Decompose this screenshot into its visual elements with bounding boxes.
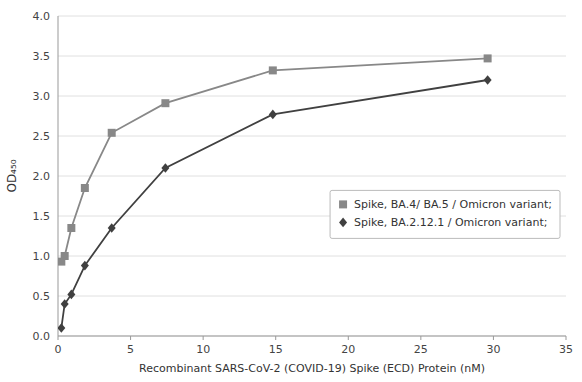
data-point: [108, 129, 116, 137]
y-tick-label: 3.5: [33, 50, 51, 63]
y-tick-label: 2.0: [33, 170, 51, 183]
chart: 0.0 0.5 1.0 1.5 2.0 2.5 3.0 3.5 4.0 0 5 10 15 20 25 30 3…: [0, 0, 582, 382]
data-point: [108, 223, 116, 233]
legend: Spike, BA.4/ BA.5 / Omicron variant; Spik…: [330, 190, 560, 238]
data-point: [81, 184, 89, 192]
x-axis-line: [58, 336, 566, 337]
data-point: [61, 252, 69, 260]
x-tick-label: 15: [269, 343, 283, 356]
x-tick-label: 35: [559, 343, 573, 356]
y-axis-label: OD₄₅₀: [5, 159, 19, 192]
y-tick-label: 0.5: [33, 290, 51, 303]
x-tick: [58, 336, 59, 340]
x-tick: [275, 336, 276, 340]
data-point: [269, 66, 277, 74]
legend-label: Spike, BA.2.12.1 / Omicron variant;: [354, 216, 547, 229]
data-point: [67, 224, 75, 232]
grid-line: [58, 336, 566, 337]
x-axis: 0 5 10 15 20 25 30 35: [55, 336, 574, 356]
x-tick-label: 30: [486, 343, 500, 356]
grid-line: [58, 176, 566, 177]
y-tick-label: 3.0: [33, 90, 51, 103]
grid-line: [58, 96, 566, 97]
x-tick: [130, 336, 131, 340]
x-tick-label: 10: [196, 343, 210, 356]
y-tick-label: 1.5: [33, 210, 51, 223]
data-point: [269, 110, 277, 120]
x-tick-label: 25: [414, 343, 428, 356]
x-tick: [493, 336, 494, 340]
data-point: [484, 54, 492, 62]
grid-line: [58, 16, 566, 17]
y-axis: 0.0 0.5 1.0 1.5 2.0 2.5 3.0 3.5 4.0: [33, 10, 567, 343]
data-point: [161, 99, 169, 107]
legend-label: Spike, BA.4/ BA.5 / Omicron variant;: [354, 198, 552, 211]
x-tick-label: 20: [341, 343, 355, 356]
x-tick-label: 5: [127, 343, 134, 356]
data-point: [61, 299, 69, 309]
data-point: [161, 163, 169, 173]
y-tick-label: 1.0: [33, 250, 51, 263]
x-tick-label: 0: [55, 343, 62, 356]
x-tick: [348, 336, 349, 340]
y-tick-label: 4.0: [33, 10, 51, 23]
legend-marker: [339, 200, 347, 208]
grid-line: [58, 296, 566, 297]
y-tick-label: 0.0: [33, 330, 51, 343]
data-point: [81, 261, 89, 271]
data-point: [58, 323, 65, 333]
y-axis-line: [58, 16, 59, 336]
x-axis-label: Recombinant SARS-CoV-2 (COVID-19) Spike …: [139, 362, 485, 375]
x-tick: [203, 336, 204, 340]
legend-box: [330, 190, 560, 238]
grid-line: [58, 256, 566, 257]
grid-line: [58, 136, 566, 137]
data-point: [484, 75, 492, 85]
x-tick: [566, 336, 567, 340]
y-tick-label: 2.5: [33, 130, 51, 143]
x-tick: [420, 336, 421, 340]
legend-marker: [339, 218, 347, 228]
data-point: [67, 290, 75, 300]
